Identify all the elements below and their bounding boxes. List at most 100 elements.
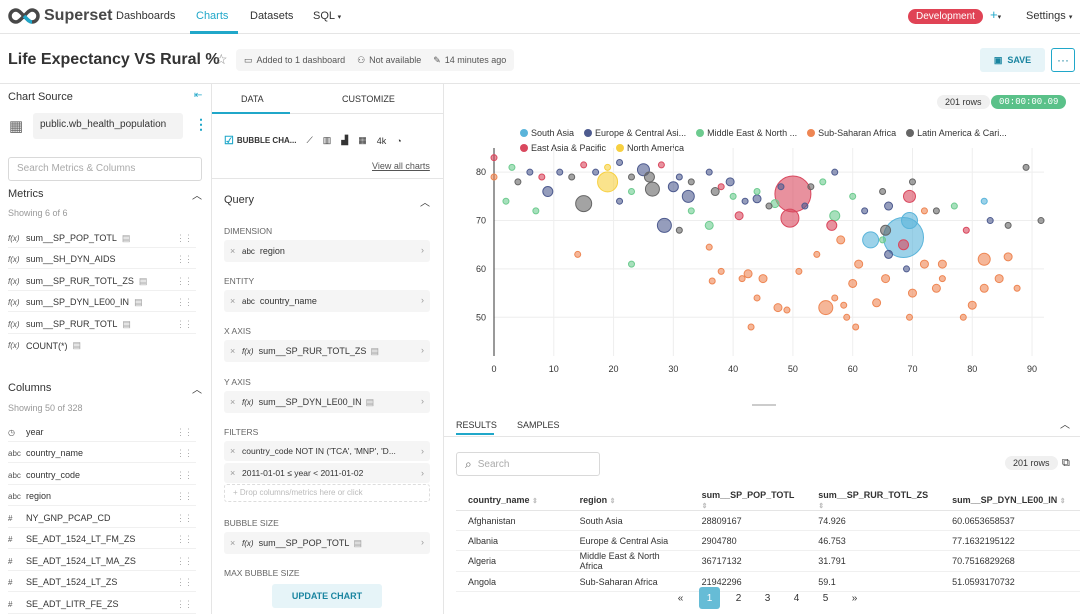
dimension-control[interactable]: × abc region › [224,240,430,262]
legend-item[interactable]: North America [616,141,684,155]
view-all-charts-link[interactable]: View all charts [372,161,430,171]
close-icon[interactable]: × [230,468,236,478]
plus-icon[interactable]: +▾ [990,7,1002,22]
star-icon[interactable]: ☆ [215,51,228,67]
column-header[interactable]: region ⇕ [567,490,690,511]
close-icon[interactable]: × [230,246,236,256]
close-icon[interactable]: × [230,397,236,407]
search-metrics-input[interactable]: Search Metrics & Columns [8,157,202,181]
update-chart-button[interactable]: UPDATE CHART [272,584,382,608]
viz-type-selected[interactable]: ☑ BUBBLE CHA... [224,134,296,147]
metric-item[interactable]: f(x) sum__SP_RUR_TOTL ▤ ⋮⋮ [8,315,196,334]
filter-drop-zone[interactable]: + Drop columns/metrics here or click [224,484,430,502]
drag-handle-icon[interactable]: ⋮⋮ [176,556,193,566]
filter-item[interactable]: × 2011-01-01 ≤ year < 2011-01-02 › [224,463,430,483]
superset-logo[interactable]: Superset [8,6,112,26]
drag-handle-icon[interactable]: ⋮⋮ [176,599,193,609]
close-icon[interactable]: × [230,346,236,356]
table-chart-icon[interactable]: ▦ [358,135,367,145]
x-axis-control[interactable]: × f(x) sum__SP_RUR_TOTL_ZS ▤ › [224,340,430,362]
more-options-button[interactable]: ··· [1051,48,1075,72]
dataset-selector[interactable]: public.wb_health_population [33,113,183,139]
close-icon[interactable]: × [230,296,236,306]
filter-item[interactable]: × country_code NOT IN ('TCA', 'MNP', 'D..… [224,441,430,461]
save-button[interactable]: ▣ SAVE [980,48,1045,72]
column-item[interactable]: abc country_name ⋮⋮ [8,444,196,463]
entity-control[interactable]: × abc country_name › [224,290,430,312]
legend-item[interactable]: Latin America & Cari... [906,126,1007,140]
nav-sql[interactable]: SQL ▾ [313,10,341,22]
legend-item[interactable]: Europe & Central Asi... [584,126,686,140]
dataset-menu-icon[interactable]: ⋮ [194,116,208,132]
pagination-page-1[interactable]: 1 [699,587,720,609]
column-item[interactable]: # SE_ADT_1524_LT_FM_ZS ⋮⋮ [8,530,196,549]
drag-handle-icon[interactable]: ⋮⋮ [176,297,193,307]
drag-handle-icon[interactable]: ⋮⋮ [176,254,193,264]
column-item[interactable]: # SE_ADT_1524_LT_ZS ⋮⋮ [8,573,196,592]
nav-charts[interactable]: Charts [196,10,229,22]
drag-handle-icon[interactable]: ⋮⋮ [176,427,193,437]
line-chart-icon[interactable]: ⟋ [306,135,313,145]
settings-menu[interactable]: Settings ▾ [1026,10,1072,22]
drag-handle-icon[interactable]: ⋮⋮ [176,491,193,501]
chevron-up-icon[interactable]: ︿ [420,198,430,209]
column-item[interactable]: abc region ⋮⋮ [8,487,196,506]
x-tick-label: 60 [848,364,858,374]
collapse-panel-icon[interactable]: ⇤ [194,90,203,101]
pagination-page-5[interactable]: 5 [822,592,829,604]
metric-item[interactable]: f(x) sum__SH_DYN_AIDS ⋮⋮ [8,250,196,269]
chevron-up-icon[interactable]: ︿ [192,191,202,202]
column-header[interactable]: country_name ⇕ [456,490,568,511]
legend-item[interactable]: Sub-Saharan Africa [807,126,896,140]
big-number-icon[interactable]: 4k [376,135,387,146]
drag-handle-icon[interactable]: ⋮⋮ [176,534,193,544]
close-icon[interactable]: × [230,446,236,456]
chevron-up-icon[interactable]: ︿ [1060,420,1070,431]
copy-icon[interactable]: ⧉ [1062,457,1070,469]
legend-item[interactable]: South Asia [520,126,574,140]
column-item[interactable]: abc country_code ⋮⋮ [8,466,196,485]
nav-datasets[interactable]: Datasets [250,10,294,22]
pagination-page-2[interactable]: 2 [735,592,742,604]
tab-data[interactable]: DATA [241,94,264,104]
column-header[interactable]: sum__SP_DYN_LE00_IN ⇕ [940,490,1080,511]
bar-chart-icon[interactable]: ▥ [322,135,332,145]
column-header[interactable]: sum__SP_POP_TOTL ⇕ [689,490,807,511]
chevron-up-icon[interactable]: ︿ [192,385,202,396]
pagination-page-3[interactable]: 3 [764,592,771,604]
legend-item[interactable]: East Asia & Pacific [520,141,606,155]
bubble-size-control[interactable]: × f(x) sum__SP_POP_TOTL ▤ › [224,532,430,554]
drag-handle-icon[interactable]: ⋮⋮ [176,513,193,523]
drag-handle-icon[interactable]: ⋮⋮ [176,470,193,480]
dashboard-info[interactable]: ▭ Added to 1 dashboard [244,55,345,66]
chart-title[interactable]: Life Expectancy VS Rural % [8,51,220,68]
pie-chart-icon[interactable]: ◔ [396,135,402,146]
tab-samples[interactable]: SAMPLES [517,420,560,430]
drag-handle-icon[interactable]: ⋮⋮ [176,448,193,458]
column-item[interactable]: # SE_ADT_LITR_FE_ZS ⋮⋮ [8,595,196,614]
drag-handle-icon[interactable]: ⋮⋮ [176,577,193,587]
area-chart-icon[interactable]: ▟ [341,135,349,145]
metric-item[interactable]: f(x) sum__SP_DYN_LE00_IN ▤ ⋮⋮ [8,293,196,312]
close-icon[interactable]: × [230,538,236,548]
metric-item[interactable]: f(x) sum__SP_POP_TOTL ▤ ⋮⋮ [8,229,196,248]
pagination-page-4[interactable]: 4 [793,592,800,604]
column-item[interactable]: # NY_GNP_PCAP_CD ⋮⋮ [8,509,196,528]
drag-handle-icon[interactable]: ⋮⋮ [176,319,193,329]
results-search-input[interactable]: ⌕ Search [456,452,600,476]
drag-handle-icon[interactable]: ⋮⋮ [176,276,193,286]
y-axis-control[interactable]: × f(x) sum__SP_DYN_LE00_IN ▤ › [224,391,430,413]
column-item[interactable]: # SE_ADT_1524_LT_MA_ZS ⋮⋮ [8,552,196,571]
tab-customize[interactable]: CUSTOMIZE [342,94,395,104]
legend-item[interactable]: Middle East & North ... [696,126,797,140]
column-item[interactable]: ◷ year ⋮⋮ [8,423,196,442]
nav-dashboards[interactable]: Dashboards [116,10,176,22]
tab-results[interactable]: RESULTS [456,420,497,430]
metric-item[interactable]: f(x) sum__SP_RUR_TOTL_ZS ▤ ⋮⋮ [8,272,196,291]
column-header[interactable]: sum__SP_RUR_TOTL_ZS ⇕ [806,490,941,511]
pagination-prev[interactable]: « [677,592,684,604]
drag-handle-icon[interactable]: ⋮⋮ [176,233,193,243]
pagination-next[interactable]: » [851,592,858,604]
metric-item[interactable]: f(x) COUNT(*) ▤ [8,336,196,355]
resize-handle[interactable] [752,404,776,406]
